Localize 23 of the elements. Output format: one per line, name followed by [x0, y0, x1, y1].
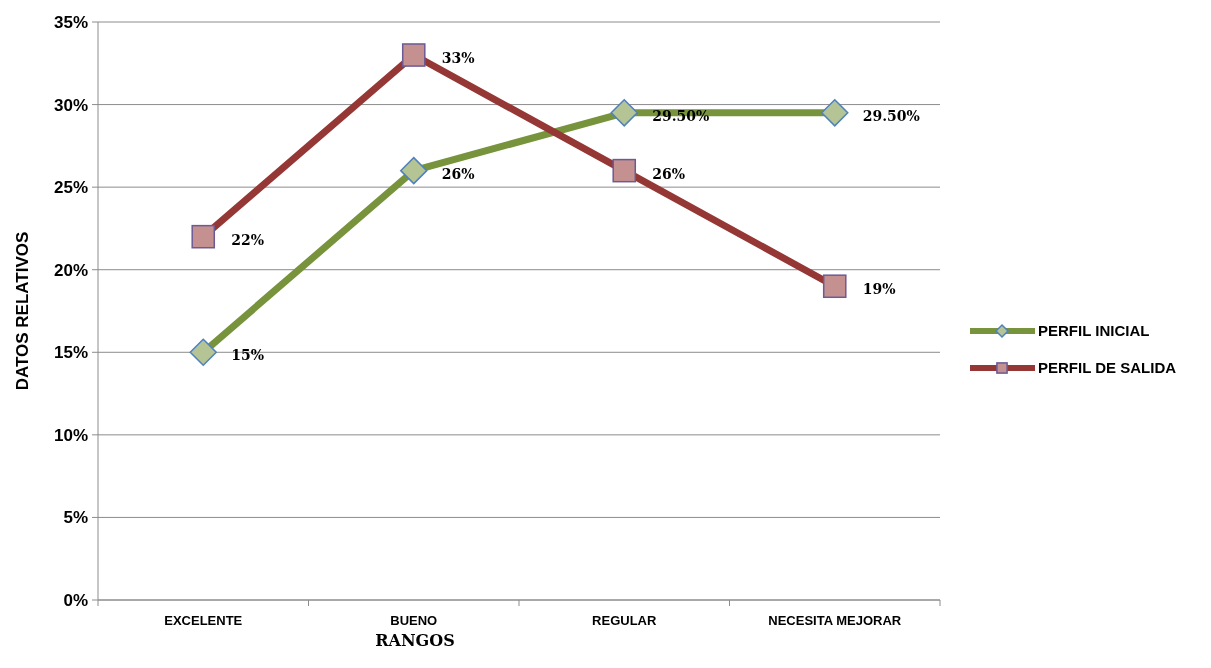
data-label: 26%: [652, 165, 686, 182]
y-tick-label: 25%: [53, 178, 88, 198]
legend-label: PERFIL DE SALIDA: [1038, 359, 1177, 377]
x-tick-label: BUENO: [390, 613, 438, 628]
y-tick-label: 5%: [63, 508, 88, 528]
y-tick-label: 15%: [53, 343, 88, 363]
x-tick-label: REGULAR: [592, 613, 657, 628]
data-label: 15%: [231, 347, 265, 364]
y-axis-title: DATOS RELATIVOS: [13, 231, 32, 391]
y-tick-label: 30%: [53, 95, 88, 115]
y-tick-label: 10%: [53, 425, 88, 445]
legend-label: PERFIL INICIAL: [1038, 322, 1150, 340]
data-label: 29.50%: [862, 107, 920, 124]
data-label: 22%: [231, 231, 265, 248]
y-tick-label: 20%: [53, 260, 88, 280]
y-tick-label: 0%: [63, 590, 88, 610]
data-label: 33%: [441, 49, 475, 66]
data-label: 19%: [862, 281, 896, 298]
x-tick-label: EXCELENTE: [164, 613, 243, 628]
x-axis-title: RANGOS: [375, 631, 455, 650]
x-tick-label: NECESITA MEJORAR: [768, 613, 902, 628]
data-label: 26%: [441, 165, 475, 182]
y-tick-label: 35%: [53, 12, 88, 32]
